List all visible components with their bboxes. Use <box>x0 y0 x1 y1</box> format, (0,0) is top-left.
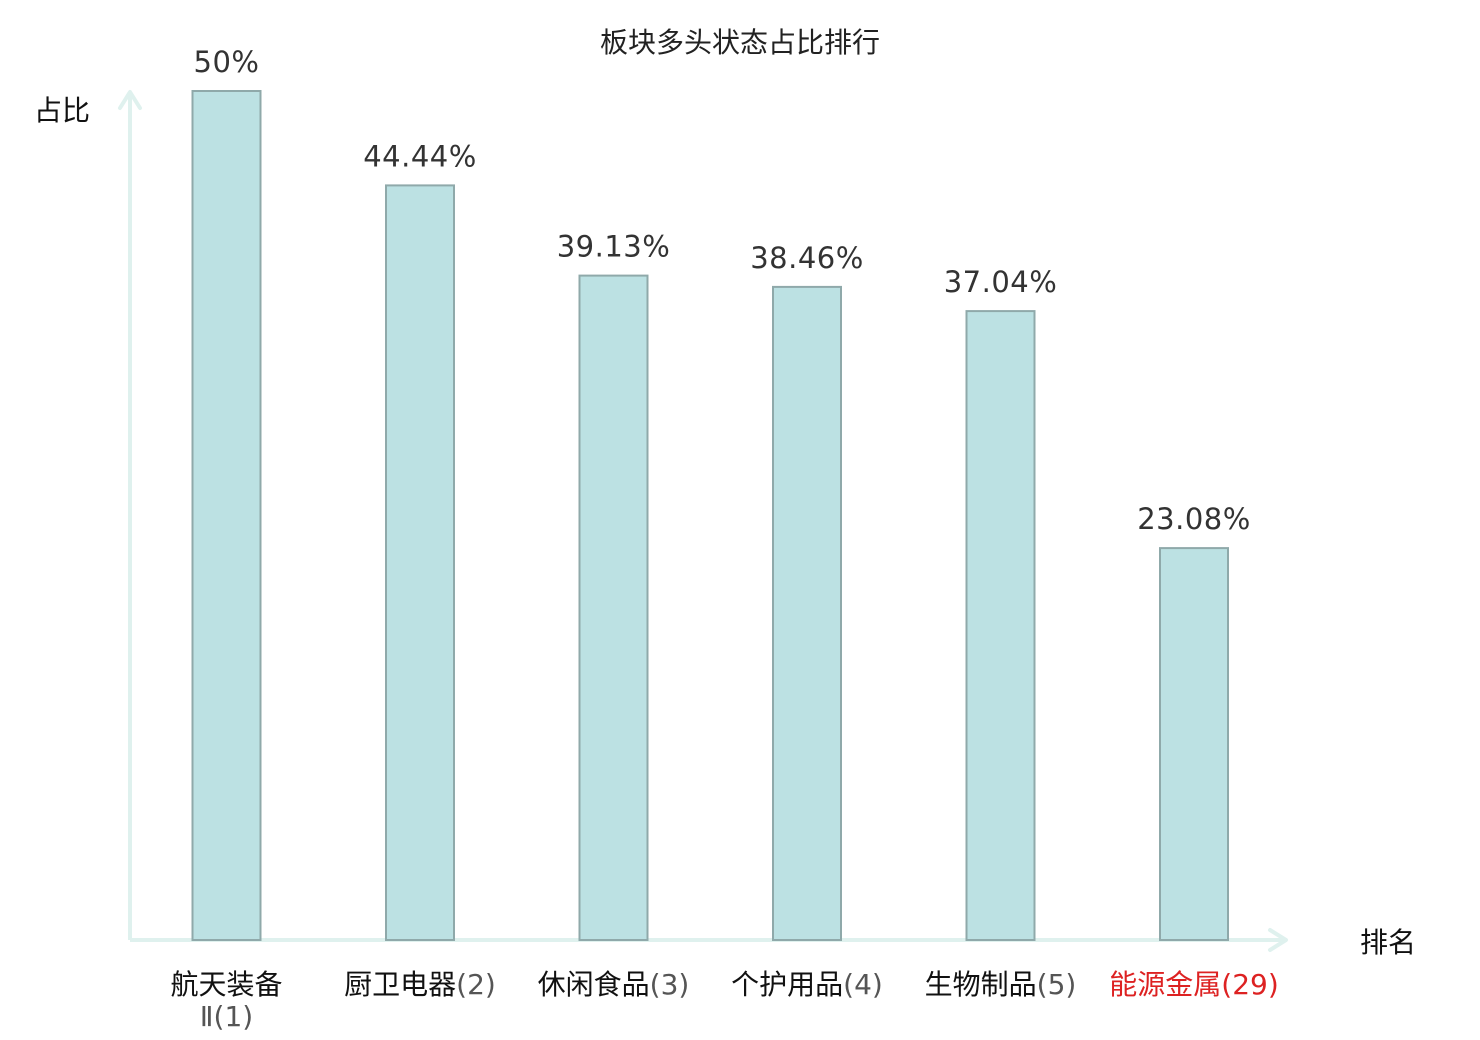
value-labels-group: 50% 44.44% 39.13% 38.46% 37.04% 23.08% <box>194 45 1251 536</box>
category-name-4: 生物制品 <box>925 968 1037 1001</box>
bar-5 <box>1159 547 1229 941</box>
category-rank-3: (4) <box>843 968 883 1001</box>
value-label-3: 38.46% <box>750 241 864 275</box>
value-label-0: 50% <box>194 45 260 79</box>
value-label-4: 37.04% <box>944 265 1058 299</box>
axes: 占比 排名 <box>34 90 1416 959</box>
category-rank-4: (5) <box>1037 968 1077 1001</box>
bar-4 <box>965 310 1036 942</box>
category-label-0-line2: Ⅱ(1) <box>200 1000 253 1033</box>
category-rank-2: (3) <box>650 968 690 1001</box>
category-rank-1: (2) <box>456 968 496 1001</box>
category-label-0: 航天装备 <box>170 968 282 1001</box>
y-axis-label: 占比 <box>34 94 90 127</box>
category-label-1: 厨卫电器(2) <box>344 968 496 1001</box>
category-label-4: 生物制品(5) <box>925 968 1077 1001</box>
bars-group <box>191 90 1229 942</box>
x-axis-arrow <box>1268 928 1288 952</box>
bar-3 <box>772 285 842 941</box>
value-label-5: 23.08% <box>1137 502 1251 536</box>
category-name-1: 厨卫电器 <box>344 968 456 1001</box>
y-axis-arrow <box>118 90 142 110</box>
bar-2 <box>578 274 649 942</box>
category-rank-0: (1) <box>214 1000 254 1033</box>
category-label-3: 个护用品(4) <box>731 968 883 1001</box>
x-axis-label: 排名 <box>1360 926 1416 959</box>
category-name-2: 休闲食品 <box>538 968 650 1001</box>
bar-0 <box>191 90 262 941</box>
category-name-5: 能源金属 <box>1109 968 1221 1001</box>
chart-title: 板块多头状态占比排行 <box>600 26 880 59</box>
category-name-0: 航天装备 <box>170 968 282 1001</box>
category-rank-5: (29) <box>1221 968 1278 1001</box>
category-name-3: 个护用品 <box>731 968 843 1001</box>
value-label-1: 44.44% <box>363 139 477 173</box>
bar-1 <box>385 184 455 941</box>
value-label-2: 39.13% <box>557 230 671 264</box>
category-label-5: 能源金属(29) <box>1109 968 1279 1001</box>
category-name2-0: Ⅱ <box>200 1000 214 1033</box>
category-label-2: 休闲食品(3) <box>538 968 690 1001</box>
